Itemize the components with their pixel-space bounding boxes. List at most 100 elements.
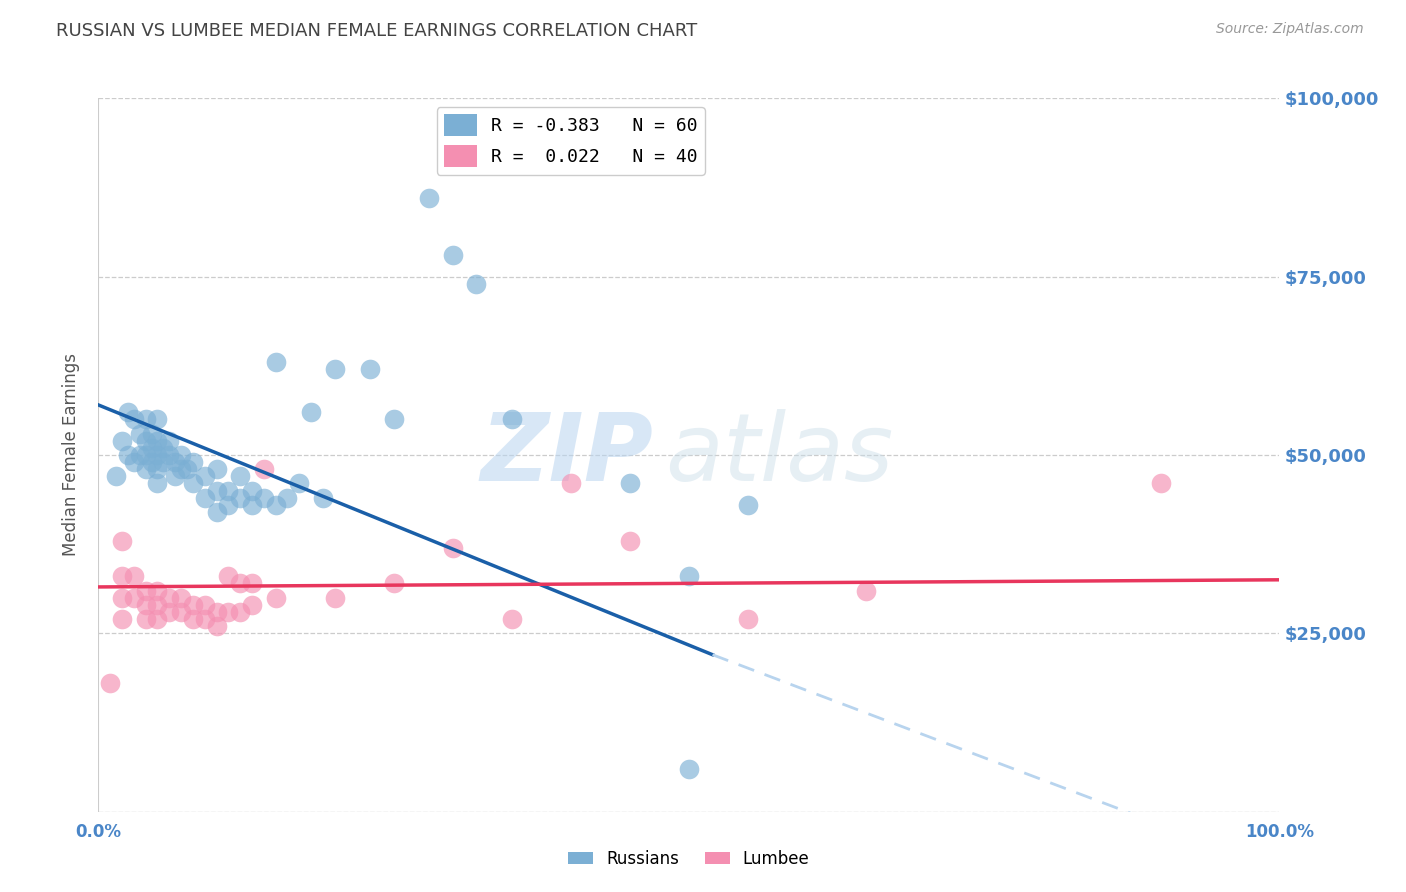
Point: [141, 426, 163, 441]
Point: [146, 583, 169, 598]
Point: [194, 491, 217, 505]
Point: [217, 605, 239, 619]
Legend: Russians, Lumbee: Russians, Lumbee: [561, 844, 817, 875]
Point: [678, 762, 700, 776]
Point: [501, 412, 523, 426]
Point: [229, 605, 252, 619]
Text: atlas: atlas: [665, 409, 894, 500]
Point: [146, 462, 169, 476]
Point: [128, 448, 150, 462]
Point: [1150, 476, 1173, 491]
Point: [253, 462, 276, 476]
Point: [152, 455, 174, 469]
Point: [619, 533, 641, 548]
Point: [217, 498, 239, 512]
Point: [117, 405, 139, 419]
Point: [205, 483, 228, 498]
Point: [157, 434, 180, 448]
Point: [240, 598, 263, 612]
Point: [176, 462, 198, 476]
Point: [111, 434, 134, 448]
Point: [181, 455, 204, 469]
Point: [146, 598, 169, 612]
Point: [501, 612, 523, 626]
Point: [146, 434, 169, 448]
Point: [619, 476, 641, 491]
Point: [264, 591, 287, 605]
Point: [135, 462, 157, 476]
Point: [122, 455, 145, 469]
Point: [135, 612, 157, 626]
Point: [135, 583, 157, 598]
Point: [146, 412, 169, 426]
Point: [229, 491, 252, 505]
Point: [205, 462, 228, 476]
Point: [264, 498, 287, 512]
Point: [135, 434, 157, 448]
Point: [264, 355, 287, 369]
Point: [312, 491, 335, 505]
Point: [122, 412, 145, 426]
Point: [678, 569, 700, 583]
Point: [359, 362, 381, 376]
Point: [111, 612, 134, 626]
Point: [146, 476, 169, 491]
Text: ZIP: ZIP: [481, 409, 654, 501]
Point: [323, 362, 346, 376]
Point: [105, 469, 128, 483]
Point: [181, 476, 204, 491]
Point: [441, 541, 464, 555]
Point: [299, 405, 322, 419]
Point: [181, 598, 204, 612]
Point: [135, 412, 157, 426]
Point: [194, 612, 217, 626]
Text: Source: ZipAtlas.com: Source: ZipAtlas.com: [1216, 22, 1364, 37]
Point: [737, 498, 759, 512]
Point: [146, 448, 169, 462]
Point: [240, 483, 263, 498]
Point: [111, 533, 134, 548]
Point: [205, 605, 228, 619]
Point: [382, 576, 405, 591]
Point: [560, 476, 582, 491]
Point: [240, 576, 263, 591]
Point: [276, 491, 298, 505]
Point: [170, 605, 193, 619]
Point: [855, 583, 877, 598]
Point: [122, 591, 145, 605]
Point: [240, 498, 263, 512]
Point: [181, 612, 204, 626]
Point: [165, 469, 187, 483]
Y-axis label: Median Female Earnings: Median Female Earnings: [62, 353, 80, 557]
Point: [217, 483, 239, 498]
Point: [98, 676, 121, 690]
Text: RUSSIAN VS LUMBEE MEDIAN FEMALE EARNINGS CORRELATION CHART: RUSSIAN VS LUMBEE MEDIAN FEMALE EARNINGS…: [56, 22, 697, 40]
Point: [194, 598, 217, 612]
Point: [135, 598, 157, 612]
Point: [217, 569, 239, 583]
Point: [205, 619, 228, 633]
Point: [122, 569, 145, 583]
Point: [141, 455, 163, 469]
Point: [135, 448, 157, 462]
Point: [157, 448, 180, 462]
Point: [157, 591, 180, 605]
Point: [152, 441, 174, 455]
Point: [229, 576, 252, 591]
Point: [165, 455, 187, 469]
Point: [418, 191, 440, 205]
Point: [229, 469, 252, 483]
Point: [157, 605, 180, 619]
Point: [111, 569, 134, 583]
Point: [465, 277, 488, 291]
Point: [170, 448, 193, 462]
Point: [117, 448, 139, 462]
Point: [170, 462, 193, 476]
Point: [170, 591, 193, 605]
Point: [323, 591, 346, 605]
Point: [288, 476, 311, 491]
Point: [141, 441, 163, 455]
Point: [441, 248, 464, 262]
Point: [194, 469, 217, 483]
Point: [128, 426, 150, 441]
